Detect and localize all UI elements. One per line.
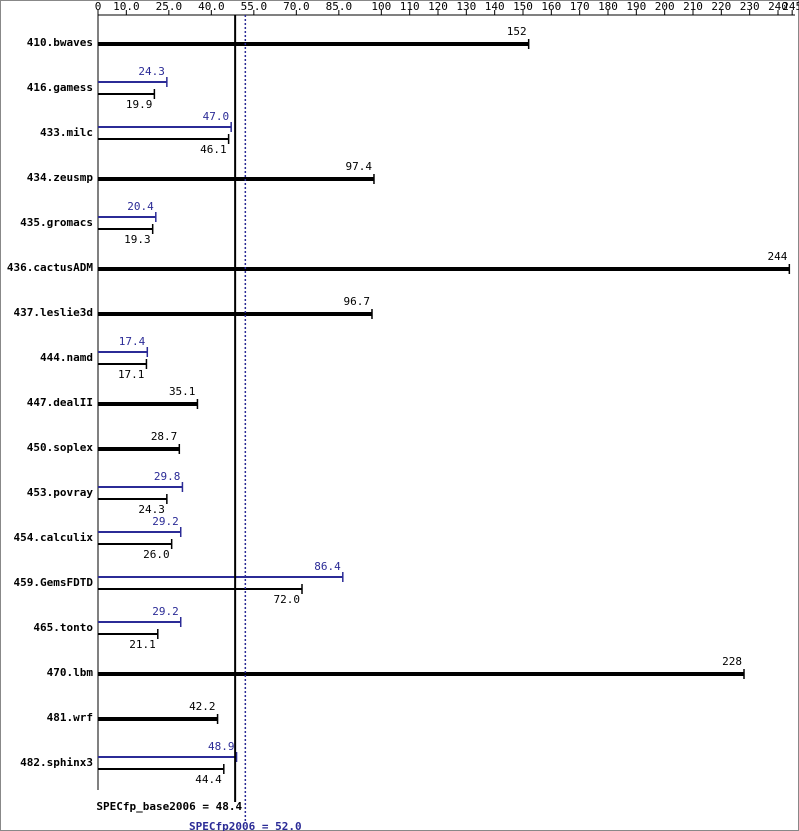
value-label: 244 [767, 250, 787, 263]
value-label: 28.7 [151, 430, 178, 443]
value-label: 72.0 [274, 593, 301, 606]
value-label: 24.3 [138, 65, 165, 78]
category-label: 436.cactusADM [7, 261, 93, 274]
category-label: 433.milc [40, 126, 93, 139]
category-label: 435.gromacs [20, 216, 93, 229]
category-label: 416.gamess [27, 81, 93, 94]
x-tick-label: 150 [513, 0, 533, 13]
x-tick-label: 210 [683, 0, 703, 13]
x-tick-label: 70.0 [283, 0, 310, 13]
category-label: 465.tonto [33, 621, 93, 634]
x-tick-label: 55.0 [241, 0, 268, 13]
value-label: 86.4 [314, 560, 341, 573]
x-tick-label: 40.0 [198, 0, 225, 13]
x-tick-label: 140 [485, 0, 505, 13]
x-tick-label: 220 [711, 0, 731, 13]
value-label: 152 [507, 25, 527, 38]
x-tick-label: 0 [95, 0, 102, 13]
x-tick-label: 190 [626, 0, 646, 13]
value-label: 17.4 [119, 335, 146, 348]
category-label: 459.GemsFDTD [14, 576, 94, 589]
category-label: 454.calculix [14, 531, 94, 544]
x-tick-label: 100 [371, 0, 391, 13]
category-label: 482.sphinx3 [20, 756, 93, 769]
value-label: 96.7 [343, 295, 370, 308]
value-label: 48.9 [208, 740, 235, 753]
x-tick-label: 110 [400, 0, 420, 13]
value-label: 29.2 [152, 605, 179, 618]
value-label: 17.1 [118, 368, 145, 381]
category-label: 481.wrf [47, 711, 93, 724]
value-label: 46.1 [200, 143, 227, 156]
x-tick-label: 245 [782, 0, 799, 13]
value-label: 24.3 [138, 503, 165, 516]
category-label: 434.zeusmp [27, 171, 94, 184]
x-tick-label: 200 [655, 0, 675, 13]
x-tick-label: 120 [428, 0, 448, 13]
value-label: 42.2 [189, 700, 216, 713]
category-label: 410.bwaves [27, 36, 93, 49]
value-label: 19.3 [124, 233, 151, 246]
x-tick-label: 130 [456, 0, 476, 13]
value-label: 29.2 [152, 515, 179, 528]
value-label: 29.8 [154, 470, 181, 483]
value-label: 26.0 [143, 548, 170, 561]
reference-label: SPECfp2006 = 52.0 [189, 820, 302, 831]
value-label: 97.4 [345, 160, 372, 173]
value-label: 44.4 [195, 773, 222, 786]
value-label: 20.4 [127, 200, 154, 213]
value-label: 19.9 [126, 98, 153, 111]
category-label: 453.povray [27, 486, 94, 499]
value-label: 21.1 [129, 638, 156, 651]
x-tick-label: 170 [570, 0, 590, 13]
value-label: 35.1 [169, 385, 196, 398]
x-tick-label: 10.0 [113, 0, 140, 13]
category-label: 450.soplex [27, 441, 94, 454]
value-label: 47.0 [203, 110, 230, 123]
x-tick-label: 180 [598, 0, 618, 13]
category-label: 447.dealII [27, 396, 93, 409]
x-tick-label: 230 [740, 0, 760, 13]
x-tick-label: 240 [768, 0, 788, 13]
value-label: 228 [722, 655, 742, 668]
category-label: 470.lbm [47, 666, 94, 679]
reference-label: SPECfp_base2006 = 48.4 [96, 800, 242, 813]
category-label: 437.leslie3d [14, 306, 93, 319]
x-tick-label: 85.0 [326, 0, 353, 13]
x-tick-label: 160 [541, 0, 561, 13]
x-tick-label: 25.0 [156, 0, 183, 13]
category-label: 444.namd [40, 351, 93, 364]
